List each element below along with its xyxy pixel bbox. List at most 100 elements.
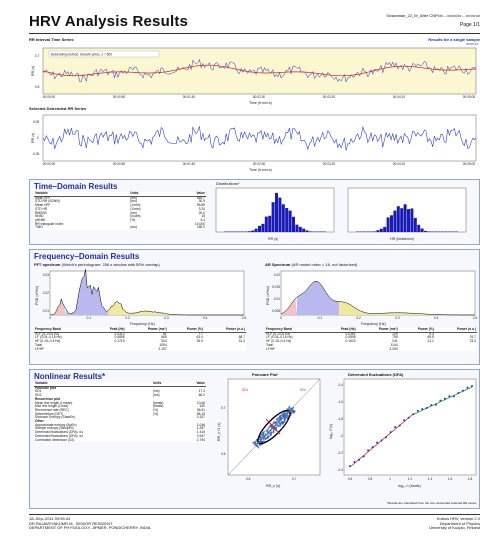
dfa-xticks: 0.6 0.8 1 1.2 1.4 1.6 1.8 — [348, 477, 473, 481]
table-cell: 9.4 — [429, 331, 434, 336]
poincare-point — [253, 443, 256, 446]
table-row: Total 1144 — [265, 342, 477, 348]
table-cell: 3.157 — [196, 415, 205, 420]
table-cell: 7.7 — [198, 331, 203, 336]
rr-series-xlabel: Time (h:min:s) — [249, 101, 272, 105]
histogram-bar — [237, 231, 241, 232]
fft-spectrum-plot: PSD (s²/Hz) 0.03 0.02 0.01 0 0.1 0.2 0.3 0.4 0.… — [35, 269, 246, 326]
fft-xlabel: Frequency (Hz) — [130, 322, 155, 326]
histogram-bar — [312, 231, 316, 232]
histogram-bar — [359, 231, 363, 232]
table-cell: 30.9 — [198, 199, 205, 204]
time-domain-table: Variable Units Value Mean RR* (ms) 569.7 ST… — [34, 191, 206, 231]
fft-xticks: 0 0.1 0.2 0.3 0.4 0.5 — [49, 316, 246, 320]
histogram-bar — [224, 231, 227, 232]
poincare-xlabel: RR_n (s) — [266, 484, 280, 488]
table-row: TINN (ms) 155.0 — [34, 226, 206, 230]
histogram-bar — [302, 228, 306, 232]
table-cell: STD HR — [35, 206, 48, 211]
poincare-point — [262, 434, 264, 436]
table-cell: 0.947 — [196, 433, 205, 438]
poincare-point — [264, 438, 267, 441]
histogram-bar — [247, 231, 251, 232]
table-cell: 1144 — [390, 342, 398, 347]
histogram-bar — [410, 208, 414, 232]
poincare-point — [263, 440, 266, 443]
ar-ylabel: PSD (s²/Hz) — [266, 286, 270, 305]
table-cell: (%) — [130, 217, 136, 222]
histogram-bar — [288, 210, 292, 232]
detrended-plot: RR (s) 0.05 0 -0.05 00:00:00 00:00:50 00:0… — [31, 114, 477, 172]
footer-dept: DEPARTMENT OF PHYSIOLOGY, JIPMER, PONDIC… — [29, 525, 151, 531]
dfa-point — [389, 431, 392, 434]
dfa-yticks-label: -1.6 — [338, 400, 344, 404]
rr-trend-line — [42, 64, 477, 77]
table-cell: VLF (0–0.04 Hz) — [35, 331, 60, 336]
poincare-xtick-1: 0.6 — [246, 477, 251, 481]
poincare-point — [262, 440, 265, 442]
poincare-point — [274, 427, 277, 429]
poincare-ytick-0: 0.7 — [221, 406, 226, 410]
histogram-bar — [430, 231, 434, 232]
histogram-bar — [407, 209, 410, 232]
histogram-bar — [413, 217, 417, 232]
page-number: Page 1/1 — [459, 22, 480, 28]
table-cell: 0.0313 — [114, 331, 125, 336]
sd2-axis — [255, 406, 295, 446]
histogram-bar — [251, 230, 255, 232]
table-cell: 1.046 — [196, 422, 205, 427]
frequency-domain-panel: Frequency–Domain Results FFT spectrum (W… — [29, 249, 480, 365]
dfa-point — [448, 395, 451, 398]
table-cell: HF (0.15–0.4 Hz) — [35, 339, 61, 344]
hr-dist-xlabel: HR (beats/min) — [390, 237, 414, 241]
table-cell: 98.19 — [196, 411, 205, 416]
time-domain-panel: Time–Domain Results Variable Units Value… — [29, 179, 480, 245]
table-row: Poincare plot — [34, 386, 206, 390]
dfa-point — [421, 408, 424, 411]
histogram-bar — [386, 217, 390, 232]
dfa-point — [430, 404, 433, 407]
table-row: RR triangular index 10.000 — [34, 222, 206, 227]
histogram-bar — [298, 226, 302, 232]
hr-distribution: HR (beats/min) — [347, 187, 467, 241]
table-row: SD1 (ms) 17.3 — [34, 390, 206, 394]
table-row: Max line length (Lmax) (beats) 330 — [34, 405, 206, 409]
rr-series-title: RR Interval Time Series — [29, 37, 74, 42]
table-cell: 28.9 — [196, 339, 203, 344]
poincare-point — [266, 436, 268, 438]
table-cell: Recurrence plot — [35, 396, 61, 401]
dfa-fit-line-2 — [411, 386, 473, 416]
footer-software: Kubios HRV, version 2.0 — [436, 516, 480, 521]
dfa-point — [412, 413, 415, 416]
dfa-xticks-label: 1.4 — [428, 477, 433, 481]
ar-xticks-label: 0.4 — [434, 316, 439, 320]
ar-note: (AR model order = 16, not factorized) — [291, 262, 358, 267]
distributions-title: Distributions* — [216, 181, 240, 186]
table-row: Correlation dimension (D2) 2.794 — [34, 438, 206, 443]
histogram-bar — [424, 230, 427, 232]
table-cell: (%) — [153, 407, 159, 412]
table-cell: LF (0.04–0.15 Hz) — [266, 335, 293, 340]
det-xticks-label: 00:04:10 — [393, 162, 406, 166]
table-cell: (ms) — [153, 393, 160, 398]
td-header-units: Units — [129, 191, 168, 197]
table-cell — [399, 348, 435, 352]
ar-header: AR Spectrum (AR model order = 16, not fa… — [265, 262, 358, 268]
table-cell: Mean line length (Lmean) — [35, 400, 73, 405]
dfa-point — [380, 439, 383, 442]
dfa-xticks-label: 0.6 — [348, 477, 353, 481]
dfa-yticks-label: -2.4 — [338, 468, 344, 472]
fft-table-rows: VLF (0–0.04 Hz) 0.0313 81 7.7 LF (0.04–0.15 … — [34, 332, 246, 351]
histogram-bar — [366, 231, 370, 232]
det-ytick-0: 0.05 — [33, 120, 39, 124]
poincare-point — [270, 433, 272, 436]
table-cell: Total — [35, 342, 42, 347]
table-row: Mean RR* (ms) 569.7 — [34, 196, 206, 200]
sd1-axis — [265, 418, 281, 435]
ar-yticks-label: 0.015 — [272, 285, 280, 289]
table-cell: LF/HF — [266, 346, 276, 351]
histogram-bar — [376, 230, 380, 232]
dfa-xlabel: log₁₀ n (beats) — [398, 484, 421, 488]
rr-xticks: 00:00:00 00:00:50 00:01:40 00:02:30 00:03:20… — [43, 95, 476, 99]
ar-yticks: 0.02 0.015 0.01 0.005 — [272, 273, 280, 313]
